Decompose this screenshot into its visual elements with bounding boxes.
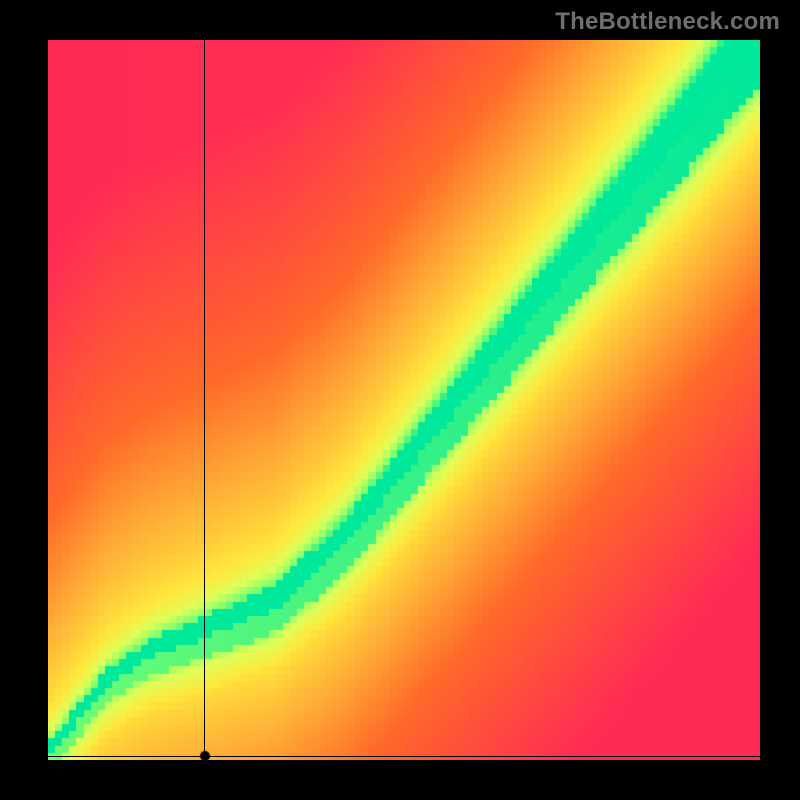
heatmap-canvas bbox=[48, 40, 760, 760]
crosshair-vertical bbox=[204, 40, 205, 760]
figure-root: TheBottleneck.com bbox=[0, 0, 800, 800]
marker-point-canvas bbox=[198, 749, 212, 763]
crosshair-horizontal bbox=[48, 756, 760, 757]
watermark-text: TheBottleneck.com bbox=[555, 8, 780, 36]
